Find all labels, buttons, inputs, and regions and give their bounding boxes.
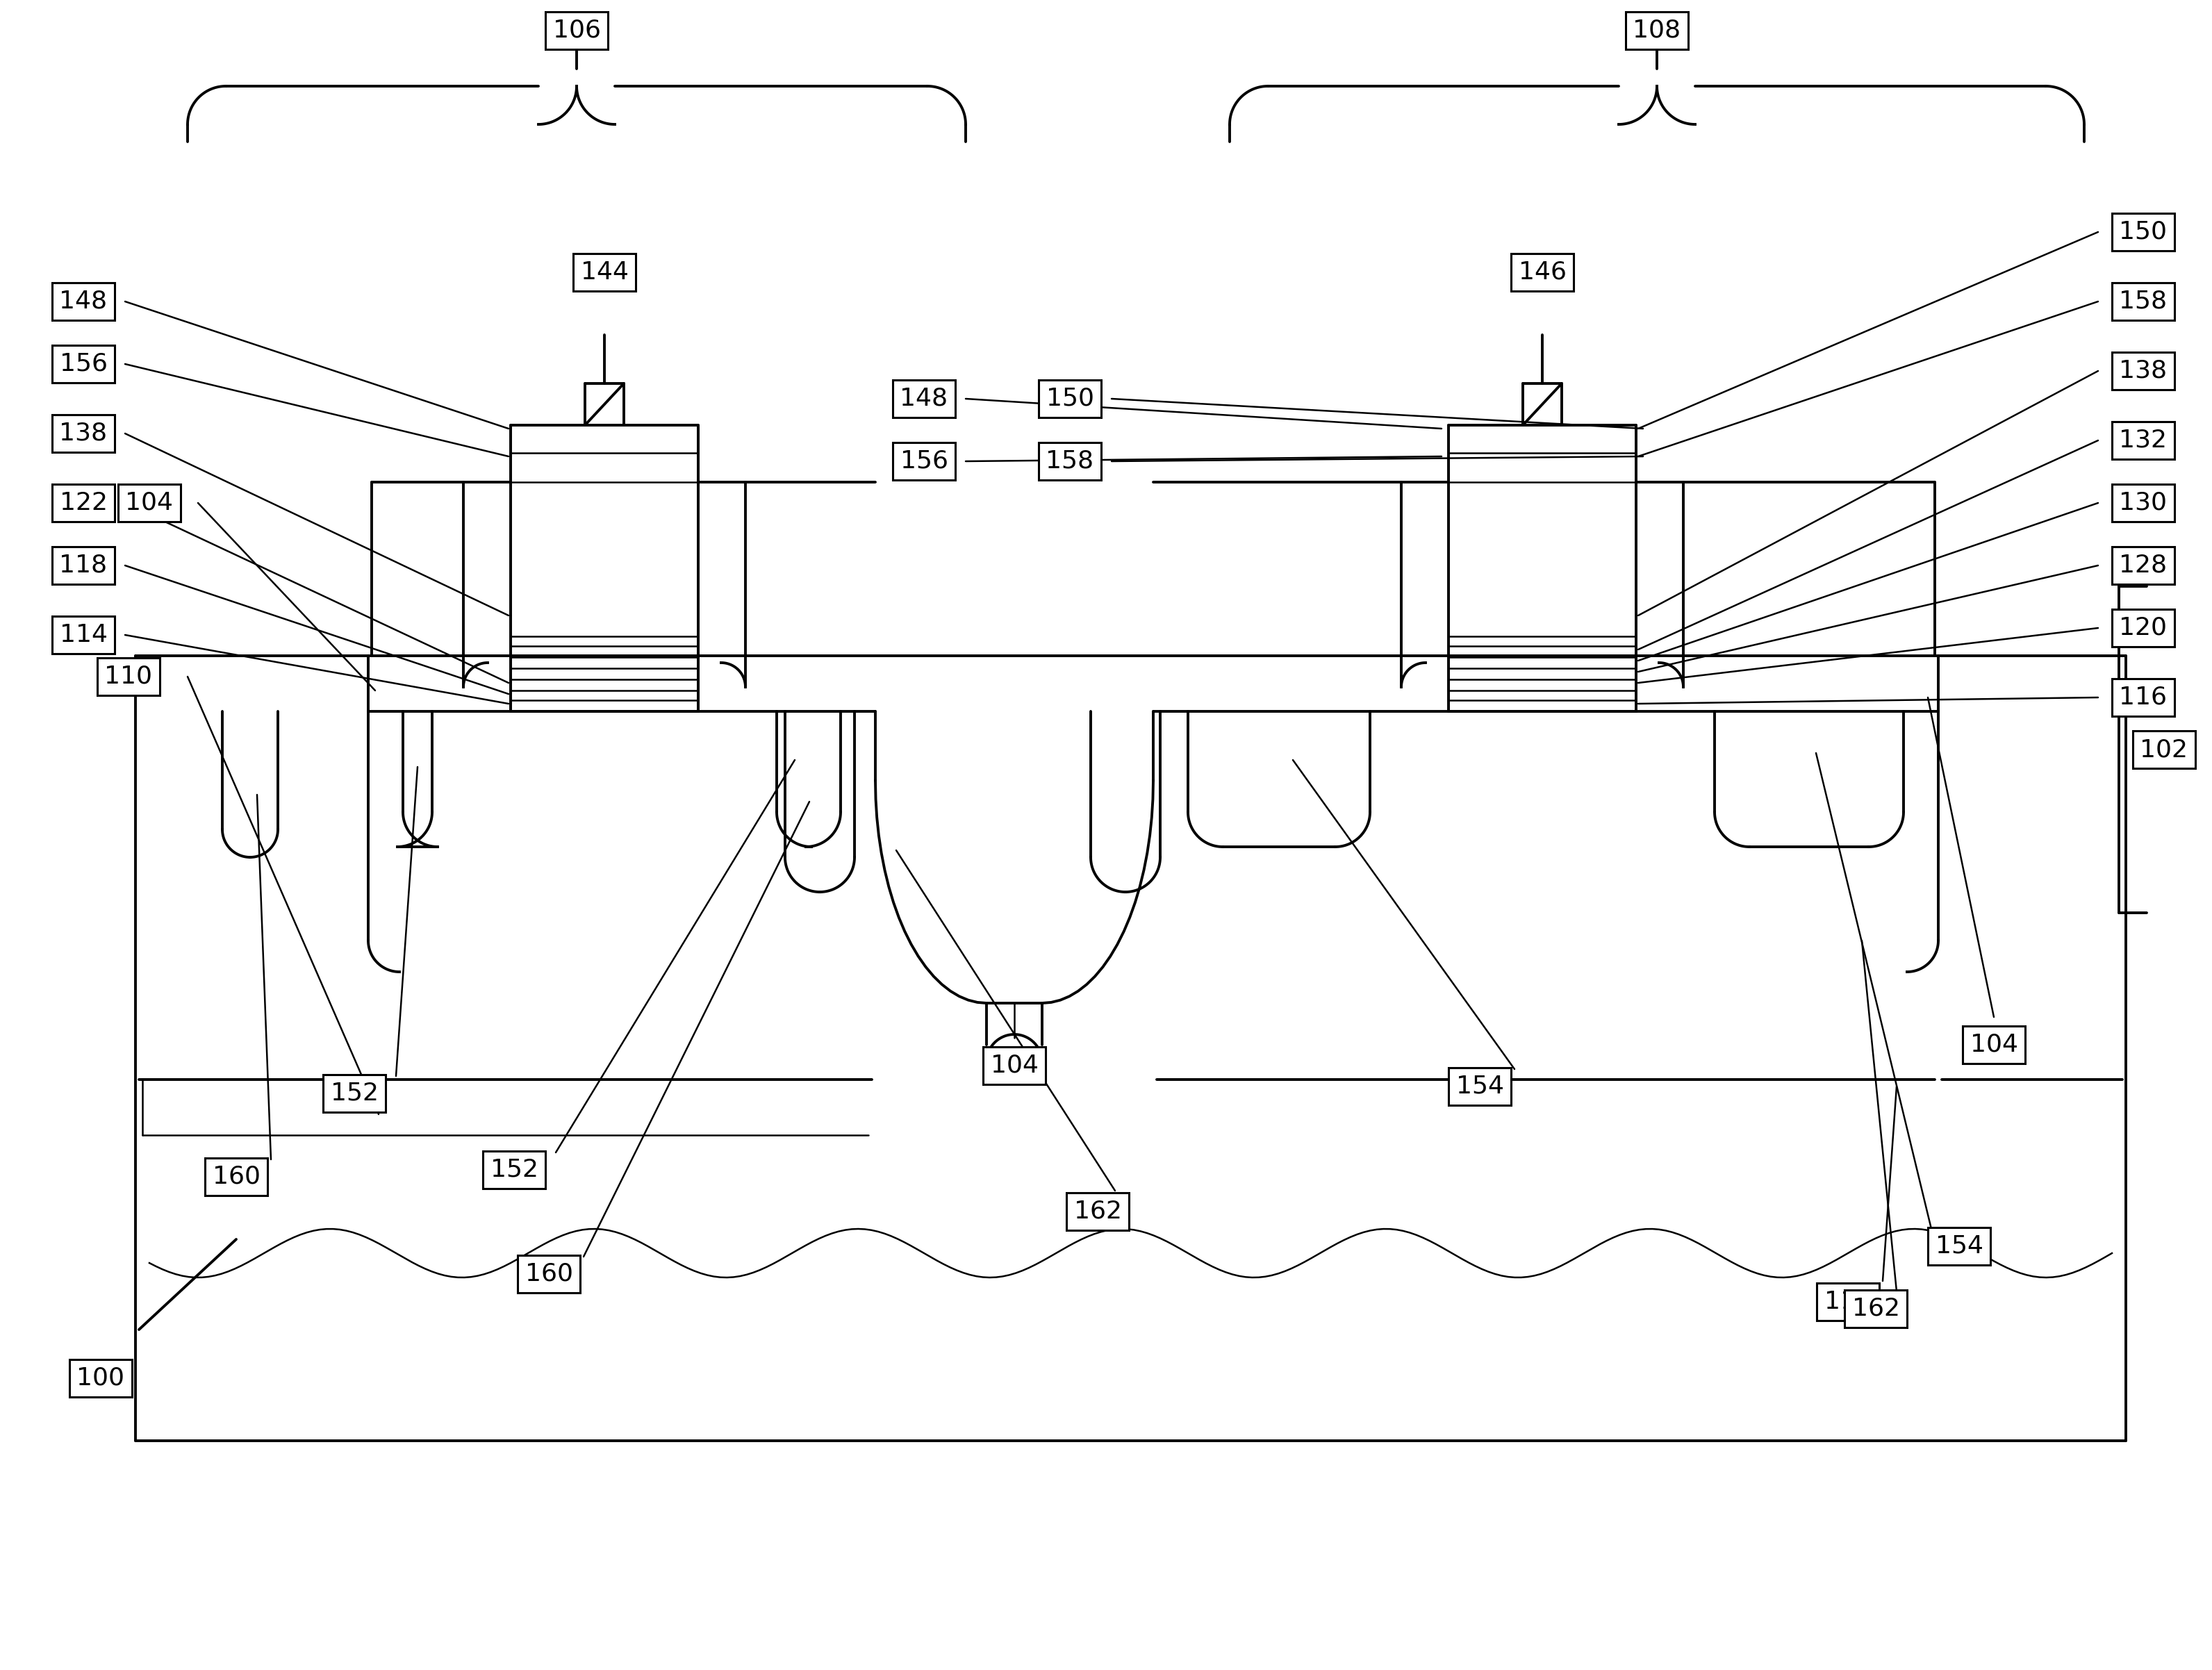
Text: 114: 114	[60, 623, 108, 646]
Text: 104: 104	[991, 1054, 1037, 1077]
Text: 144: 144	[580, 261, 628, 284]
Text: 152: 152	[491, 1157, 538, 1182]
Text: 104: 104	[126, 491, 173, 514]
Text: 148: 148	[60, 289, 108, 314]
Text: 158: 158	[1046, 449, 1095, 473]
Text: 146: 146	[1517, 261, 1566, 284]
Text: 132: 132	[2119, 429, 2168, 453]
Text: 120: 120	[2119, 616, 2168, 640]
Text: 108: 108	[1632, 18, 1681, 42]
Text: 150: 150	[2119, 220, 2168, 244]
Text: 128: 128	[2119, 554, 2168, 578]
Text: 138: 138	[2119, 359, 2168, 382]
Text: 152: 152	[330, 1082, 378, 1106]
Text: 106: 106	[553, 18, 602, 42]
Text: 110: 110	[104, 665, 153, 688]
Text: 148: 148	[900, 387, 949, 411]
Text: 156: 156	[60, 352, 108, 376]
Text: 102: 102	[2139, 738, 2188, 762]
Text: 118: 118	[60, 554, 108, 578]
Text: 122: 122	[60, 491, 108, 514]
Text: 162: 162	[1073, 1199, 1121, 1224]
Text: 100: 100	[77, 1366, 124, 1389]
Text: 158: 158	[2119, 289, 2168, 314]
Text: 130: 130	[2119, 491, 2168, 514]
Text: 112: 112	[1825, 1289, 1871, 1314]
Text: 162: 162	[1851, 1298, 1900, 1321]
Text: 116: 116	[2119, 686, 2168, 710]
Text: 156: 156	[900, 449, 949, 473]
Text: 150: 150	[1046, 387, 1095, 411]
Text: 154: 154	[1455, 1075, 1504, 1099]
Text: 160: 160	[212, 1166, 261, 1189]
Text: 160: 160	[524, 1263, 573, 1286]
Text: 138: 138	[60, 421, 108, 446]
Text: 104: 104	[1971, 1034, 2017, 1057]
Text: 154: 154	[1936, 1234, 1984, 1258]
